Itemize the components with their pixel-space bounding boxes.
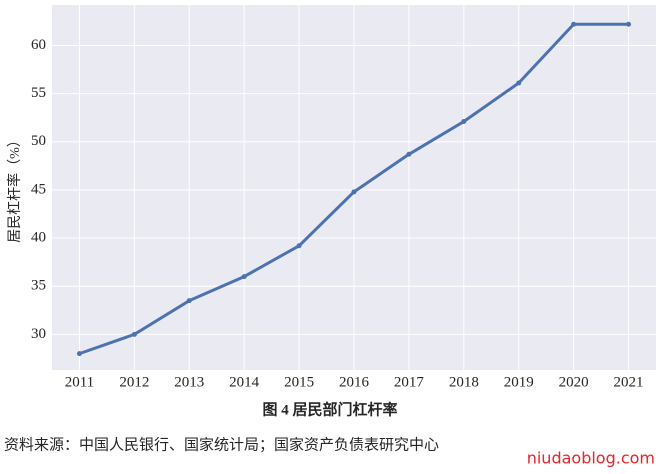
x-tick-label: 2018 [449, 374, 479, 390]
data-point [351, 189, 357, 195]
x-tick-label: 2012 [119, 374, 149, 390]
y-tick-label: 35 [31, 278, 46, 294]
watermark: niudaoblog.com [527, 449, 655, 468]
x-tick-label: 2020 [559, 374, 589, 390]
y-tick-label: 45 [31, 181, 46, 197]
data-point [571, 21, 577, 27]
data-point [626, 21, 632, 27]
data-point [186, 298, 192, 304]
data-point [516, 80, 522, 86]
data-point [131, 331, 137, 337]
x-tick-label: 2013 [174, 374, 204, 390]
data-point [461, 119, 467, 125]
x-tick-label: 2015 [284, 374, 314, 390]
data-point [76, 351, 82, 357]
x-tick-label: 2014 [229, 374, 260, 390]
y-tick-label: 50 [31, 133, 46, 149]
y-tick-label: 55 [31, 85, 46, 101]
data-point [241, 274, 247, 280]
x-tick-label: 2017 [394, 374, 425, 390]
source-note: 资料来源：中国人民银行、国家统计局；国家资产负债表研究中心 [4, 436, 439, 453]
x-tick-label: 2011 [65, 374, 94, 390]
data-point [406, 151, 412, 157]
data-point [296, 243, 302, 249]
y-tick-label: 40 [31, 229, 46, 245]
caption: 图 4 居民部门杠杆率 [262, 400, 397, 418]
y-tick-label: 30 [31, 326, 46, 342]
y-tick-label: 60 [31, 37, 46, 53]
x-tick-label: 2021 [614, 374, 644, 390]
x-tick-label: 2016 [339, 374, 370, 390]
y-axis-label: 居民杠杆率（%） [6, 133, 23, 243]
x-tick-label: 2019 [504, 374, 534, 390]
